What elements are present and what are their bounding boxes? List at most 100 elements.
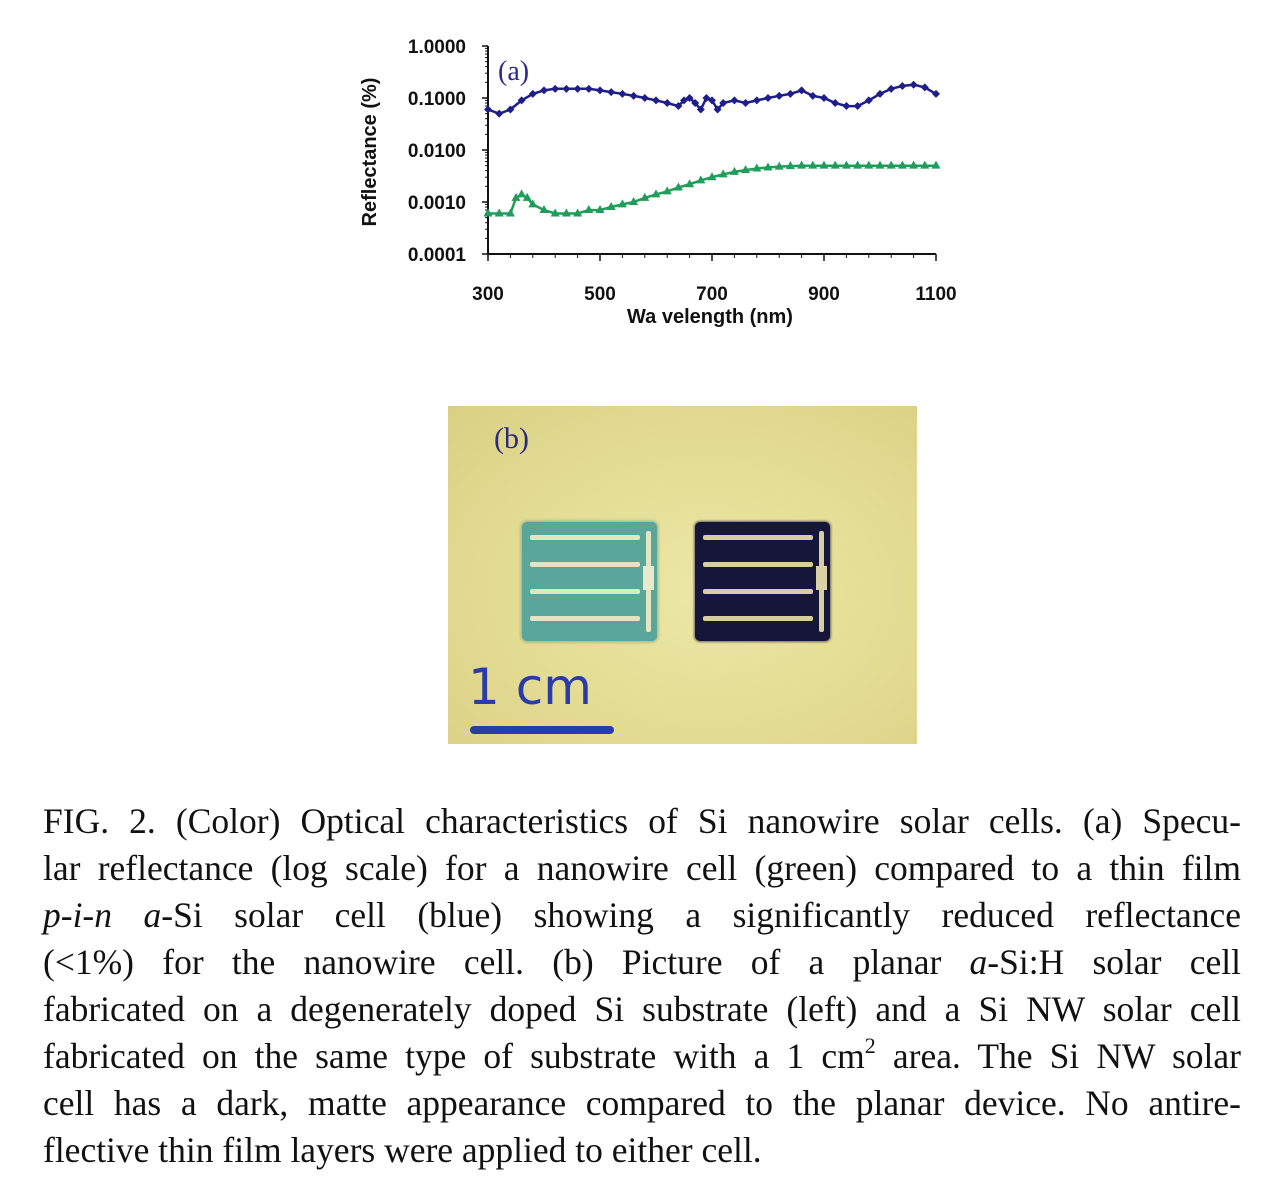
data-point bbox=[886, 160, 896, 169]
data-point bbox=[920, 83, 929, 92]
x-axis-title: Wa velength (nm) bbox=[627, 306, 793, 328]
data-point bbox=[875, 160, 885, 169]
data-point bbox=[495, 109, 504, 118]
x-tick-label: 900 bbox=[808, 284, 840, 305]
data-point bbox=[864, 160, 874, 169]
caption-line: flective thin film layers were applied t… bbox=[43, 1130, 762, 1170]
data-point bbox=[595, 205, 605, 214]
data-point bbox=[797, 160, 807, 169]
series-green bbox=[483, 160, 941, 217]
data-point bbox=[842, 102, 851, 111]
data-point bbox=[511, 192, 521, 201]
data-point bbox=[713, 105, 722, 114]
data-point bbox=[573, 84, 582, 93]
data-point bbox=[539, 205, 549, 214]
planar-asi-cell bbox=[522, 522, 657, 641]
data-point bbox=[517, 96, 526, 105]
data-point bbox=[909, 160, 919, 169]
caption-line: FIG. 2. (Color) Optical characteristics … bbox=[43, 801, 1241, 841]
x-tick-label: 700 bbox=[696, 284, 728, 305]
data-point bbox=[931, 160, 941, 169]
grid-finger bbox=[530, 589, 640, 594]
data-point bbox=[528, 89, 537, 98]
scale-bar bbox=[470, 726, 614, 734]
grid-finger bbox=[703, 535, 813, 540]
data-point bbox=[696, 105, 705, 114]
data-point bbox=[808, 160, 818, 169]
data-point bbox=[864, 96, 873, 105]
data-point bbox=[522, 192, 532, 201]
nanowire-cell bbox=[695, 522, 830, 641]
caption-line: p-i-n a-Si solar cell (blue) showing a s… bbox=[43, 895, 1242, 935]
caption-line: lar reflectance (log scale) for a nanowi… bbox=[43, 848, 1241, 888]
data-point bbox=[607, 88, 616, 97]
data-point bbox=[691, 99, 700, 108]
data-point bbox=[786, 89, 795, 98]
grid-finger bbox=[703, 616, 813, 621]
data-point bbox=[774, 161, 784, 170]
data-point bbox=[808, 91, 817, 100]
y-tick-label: 0.1000 bbox=[408, 89, 466, 110]
data-point bbox=[696, 175, 706, 184]
data-point bbox=[617, 199, 627, 208]
data-point bbox=[640, 94, 649, 102]
data-point bbox=[775, 91, 784, 100]
data-point bbox=[663, 99, 672, 108]
data-point bbox=[484, 105, 492, 114]
chart-axes bbox=[487, 46, 936, 255]
data-point bbox=[764, 94, 772, 102]
data-point bbox=[651, 189, 661, 198]
contact-pad bbox=[643, 566, 654, 590]
data-point bbox=[540, 86, 548, 95]
y-axis-title: Reflectance (%) bbox=[359, 78, 381, 227]
grid-finger bbox=[530, 535, 640, 540]
caption-line: fabricated on the same type of substrate… bbox=[43, 1033, 1241, 1076]
panel-a-label: (a) bbox=[498, 56, 529, 87]
data-point bbox=[897, 160, 907, 169]
data-point bbox=[719, 99, 728, 108]
data-point bbox=[920, 160, 930, 169]
data-point bbox=[741, 99, 750, 108]
data-point bbox=[887, 84, 896, 93]
data-point bbox=[506, 105, 515, 114]
data-point bbox=[841, 160, 851, 169]
caption-line: fabricated on a degenerately doped Si su… bbox=[43, 989, 1241, 1029]
data-point bbox=[562, 84, 571, 93]
data-point bbox=[673, 182, 683, 191]
data-point bbox=[517, 189, 527, 198]
data-point bbox=[494, 208, 504, 217]
solar-cell-photo: (b) 1 cm bbox=[448, 406, 917, 744]
data-point bbox=[674, 102, 683, 111]
data-point bbox=[876, 89, 884, 98]
data-point bbox=[483, 208, 493, 217]
data-point bbox=[729, 166, 739, 175]
data-point bbox=[820, 94, 828, 102]
caption-line: cell has a dark, matte appearance compar… bbox=[43, 1083, 1241, 1123]
data-point bbox=[763, 162, 773, 171]
data-point bbox=[752, 163, 762, 172]
data-point bbox=[909, 80, 918, 89]
data-point bbox=[505, 208, 515, 217]
data-point bbox=[853, 102, 862, 111]
data-point bbox=[819, 160, 829, 169]
data-point bbox=[853, 160, 863, 169]
y-tick-label: 0.0010 bbox=[408, 193, 466, 214]
data-point bbox=[652, 96, 660, 105]
data-point bbox=[932, 89, 940, 98]
grid-finger bbox=[703, 589, 813, 594]
data-point bbox=[551, 84, 560, 93]
y-tick-label: 1.0000 bbox=[408, 37, 466, 58]
data-point bbox=[606, 202, 616, 211]
data-point bbox=[785, 161, 795, 170]
x-tick-label: 500 bbox=[584, 284, 616, 305]
data-point bbox=[573, 208, 583, 217]
contact-pad bbox=[816, 566, 827, 590]
data-point bbox=[702, 94, 711, 102]
grid-finger bbox=[530, 616, 640, 621]
data-point bbox=[752, 96, 761, 105]
data-point bbox=[718, 169, 728, 178]
x-tick-label: 300 bbox=[472, 284, 504, 305]
data-point bbox=[708, 96, 716, 105]
